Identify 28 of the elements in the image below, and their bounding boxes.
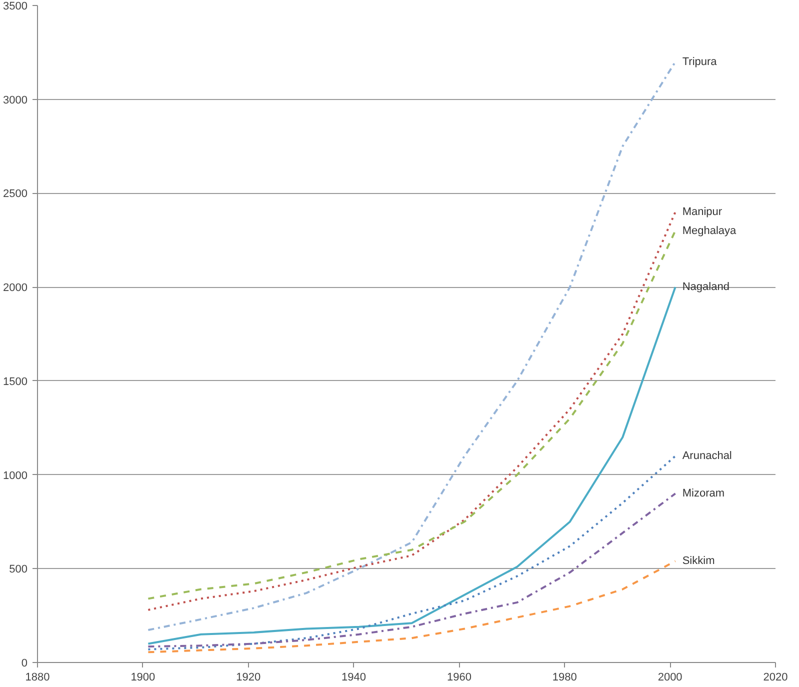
series-label: Meghalaya [682, 224, 738, 237]
line-series [147, 286, 676, 645]
y-tick-label: 0 [21, 658, 28, 670]
x-tick-label: 2020 [763, 672, 788, 684]
series-label: Manipur [682, 206, 722, 218]
line-series [147, 455, 676, 650]
series-label: Tripura [682, 56, 718, 68]
x-tick-label: 2000 [658, 672, 682, 684]
y-tick-label: 2000 [3, 282, 28, 294]
series-label: Sikkim [682, 555, 715, 568]
y-tick-label: 2500 [3, 188, 28, 200]
series-label: Arunachal [682, 450, 732, 462]
y-tick-label: 500 [9, 564, 28, 576]
x-tick-label: 1900 [130, 672, 156, 684]
y-tick-label: 1500 [3, 376, 28, 388]
line-series [147, 60, 676, 632]
x-tick-label: 1980 [552, 672, 577, 684]
series-label: Mizoram [682, 488, 725, 500]
y-tick-label: 3000 [3, 94, 28, 106]
x-tick-label: 1940 [342, 672, 366, 684]
line-series [147, 560, 676, 654]
x-tick-label: 1960 [446, 672, 472, 684]
y-tick-label: 3500 [3, 0, 28, 12]
y-tick-label: 1000 [3, 470, 28, 482]
line-series [147, 492, 676, 648]
series-label: Nagaland [682, 281, 730, 294]
x-tick-label: 1920 [236, 672, 261, 684]
x-tick-label: 1880 [25, 672, 50, 684]
